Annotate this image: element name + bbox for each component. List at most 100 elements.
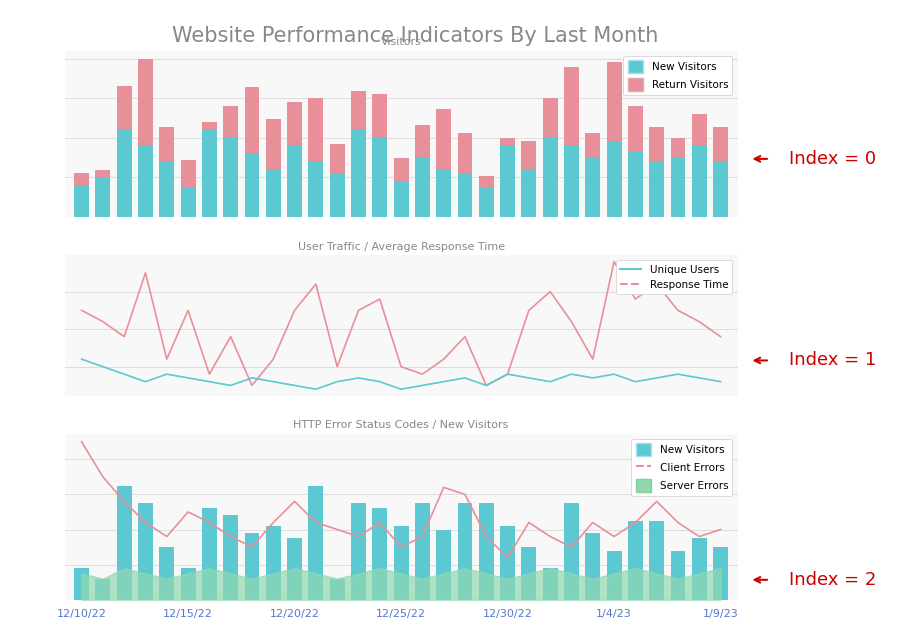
Unique Users	[566, 370, 577, 378]
Bar	[543, 568, 558, 600]
Bar	[95, 177, 111, 217]
Response Time	[267, 355, 278, 363]
Unique Users	[119, 370, 130, 378]
Response Time	[98, 318, 109, 325]
Bar	[160, 547, 174, 600]
Response Time	[332, 363, 343, 371]
Bar	[287, 538, 302, 600]
Bar	[351, 91, 366, 130]
Bar	[585, 133, 600, 157]
Bar	[649, 127, 664, 161]
Bar	[457, 133, 472, 173]
Text: Website Performance Indicators By Last Month: Website Performance Indicators By Last M…	[171, 26, 658, 45]
Bar	[181, 160, 195, 188]
Bar	[628, 151, 643, 217]
Unique Users	[609, 370, 620, 378]
Client Errors	[311, 519, 322, 526]
Bar	[287, 101, 302, 146]
Response Time	[609, 258, 620, 265]
Bar	[607, 551, 621, 600]
Client Errors	[140, 519, 151, 526]
Bar	[692, 146, 707, 217]
Response Time	[353, 306, 364, 314]
Response Time	[76, 306, 87, 314]
Unique Users	[289, 382, 300, 389]
Bar	[713, 161, 728, 217]
Response Time	[630, 295, 641, 303]
Unique Users	[438, 378, 449, 385]
Bar	[181, 188, 195, 217]
Response Time	[438, 355, 449, 363]
Bar	[223, 138, 238, 217]
Bar	[564, 67, 579, 146]
Bar	[479, 188, 493, 217]
Client Errors	[502, 554, 514, 561]
Response Time	[225, 333, 236, 341]
Bar	[372, 94, 387, 138]
Bar	[394, 182, 408, 217]
Client Errors	[651, 498, 662, 505]
Bar	[394, 158, 408, 182]
Response Time	[119, 333, 130, 341]
Client Errors	[396, 543, 407, 551]
Bar	[223, 516, 238, 600]
Response Time	[672, 306, 683, 314]
Unique Users	[311, 385, 322, 393]
Legend: Unique Users, Response Time: Unique Users, Response Time	[616, 260, 732, 294]
Bar	[415, 125, 430, 157]
Bar	[351, 130, 366, 217]
Bar	[74, 185, 89, 217]
Client Errors	[267, 519, 278, 526]
Response Time	[289, 306, 300, 314]
Unique Users	[246, 374, 257, 382]
Unique Users	[76, 355, 87, 363]
Response Time	[374, 295, 385, 303]
Bar	[309, 161, 324, 217]
Title: User Traffic / Average Response Time: User Traffic / Average Response Time	[298, 242, 504, 251]
Unique Users	[587, 374, 598, 382]
Bar	[202, 508, 217, 600]
Bar	[309, 98, 324, 161]
Title: HTTP Error Status Codes / New Visitors: HTTP Error Status Codes / New Visitors	[293, 420, 509, 430]
Bar	[670, 138, 685, 157]
Bar	[457, 173, 472, 217]
Client Errors	[438, 484, 449, 491]
Bar	[522, 547, 537, 600]
Bar	[351, 503, 366, 600]
Line: Response Time: Response Time	[81, 262, 721, 385]
Response Time	[693, 318, 704, 325]
Client Errors	[161, 533, 172, 540]
Bar	[607, 141, 621, 217]
Bar	[223, 107, 238, 138]
Client Errors	[480, 533, 491, 540]
Bar	[330, 579, 345, 600]
Bar	[117, 130, 132, 217]
Bar	[309, 486, 324, 600]
Client Errors	[672, 519, 683, 526]
Unique Users	[459, 374, 470, 382]
Bar	[713, 547, 728, 600]
Response Time	[545, 288, 556, 295]
Response Time	[396, 363, 407, 371]
Text: Index = 0: Index = 0	[789, 150, 876, 168]
Bar	[160, 127, 174, 161]
Client Errors	[715, 526, 727, 533]
Bar	[266, 170, 280, 217]
Response Time	[183, 306, 194, 314]
Client Errors	[417, 533, 428, 540]
Unique Users	[651, 374, 662, 382]
Bar	[95, 579, 111, 600]
Response Time	[524, 306, 535, 314]
Bar	[202, 122, 217, 130]
Client Errors	[630, 519, 641, 526]
Bar	[500, 146, 515, 217]
Bar	[585, 533, 600, 600]
Response Time	[715, 333, 727, 341]
Unique Users	[396, 385, 407, 393]
Client Errors	[225, 533, 236, 540]
Client Errors	[98, 473, 109, 480]
Bar	[500, 138, 515, 146]
Bar	[202, 130, 217, 217]
Bar	[457, 503, 472, 600]
Bar	[522, 170, 537, 217]
